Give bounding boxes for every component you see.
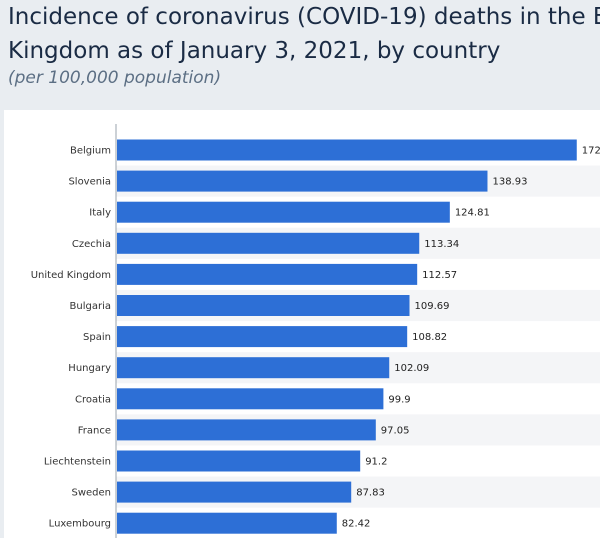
category-label: France bbox=[78, 425, 111, 436]
bar[interactable] bbox=[117, 326, 408, 348]
bars-group: Belgium 172.41 Slovenia 138.93 Italy 124.81 Cz… bbox=[31, 139, 600, 534]
bar[interactable] bbox=[117, 357, 390, 379]
chart-panel: Belgium 172.41 Slovenia 138.93 Italy 124.81 Cz… bbox=[4, 110, 600, 538]
bar[interactable] bbox=[117, 263, 418, 285]
chart-title-line-2: Kingdom as of January 3, 2021, by countr… bbox=[8, 38, 501, 64]
category-label: Slovenia bbox=[68, 177, 111, 188]
chart-title-line-1: Incidence of coronavirus (COVID-19) deat… bbox=[8, 4, 600, 30]
category-label: Croatia bbox=[75, 394, 111, 405]
chart-title: Incidence of coronavirus (COVID-19) deat… bbox=[8, 0, 600, 68]
category-label: Hungary bbox=[68, 363, 111, 374]
category-label: Luxembourg bbox=[49, 519, 111, 530]
category-label: Czechia bbox=[72, 239, 111, 250]
bar-chart: Belgium 172.41 Slovenia 138.93 Italy 124.81 Cz… bbox=[31, 124, 600, 538]
category-label: Sweden bbox=[71, 488, 111, 499]
value-label: 138.93 bbox=[492, 177, 527, 188]
value-label: 109.69 bbox=[415, 301, 450, 312]
bar[interactable] bbox=[117, 388, 384, 410]
value-label: 99.9 bbox=[388, 394, 410, 405]
category-label: Spain bbox=[83, 332, 111, 343]
bar[interactable] bbox=[117, 295, 410, 316]
bar[interactable] bbox=[117, 512, 337, 534]
category-label: Belgium bbox=[70, 146, 111, 157]
category-label: Liechtenstein bbox=[44, 457, 111, 468]
value-label: 87.83 bbox=[356, 488, 385, 499]
bar[interactable] bbox=[117, 450, 361, 472]
category-label: Bulgaria bbox=[70, 301, 111, 312]
bar[interactable] bbox=[117, 201, 450, 223]
value-label: 112.57 bbox=[422, 270, 457, 281]
bar[interactable] bbox=[117, 139, 577, 161]
value-label: 113.34 bbox=[424, 239, 459, 250]
value-label: 102.09 bbox=[394, 363, 429, 374]
bar[interactable] bbox=[117, 170, 488, 192]
value-label: 82.42 bbox=[342, 519, 371, 530]
value-label: 97.05 bbox=[381, 425, 410, 436]
value-label: 124.81 bbox=[455, 208, 490, 219]
chart-subtitle: (per 100,000 population) bbox=[8, 68, 222, 88]
value-label: 108.82 bbox=[412, 332, 447, 343]
bar[interactable] bbox=[117, 232, 420, 254]
bar[interactable] bbox=[117, 419, 376, 441]
category-label: United Kingdom bbox=[31, 270, 111, 281]
value-label: 91.2 bbox=[365, 457, 387, 468]
bar[interactable] bbox=[117, 481, 352, 503]
value-label: 172.41 bbox=[582, 146, 600, 157]
category-label: Italy bbox=[89, 208, 111, 219]
